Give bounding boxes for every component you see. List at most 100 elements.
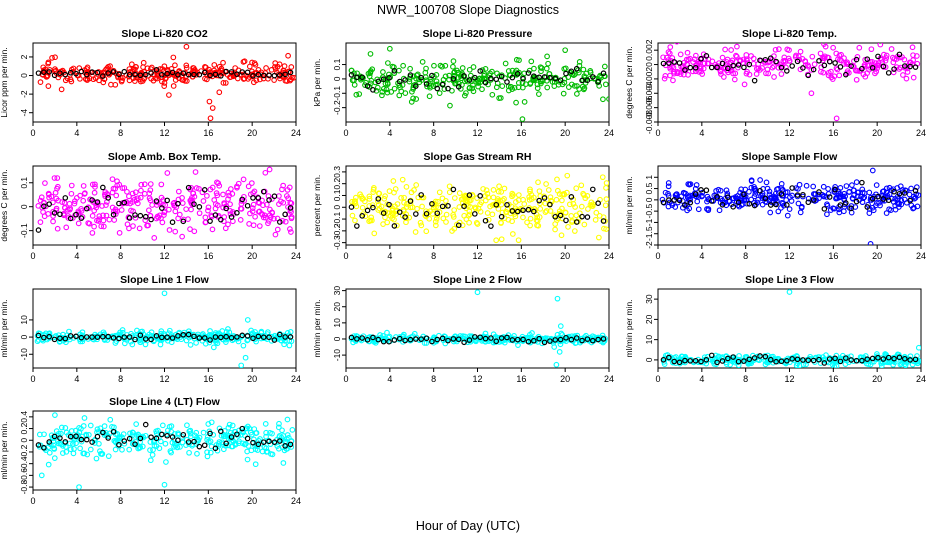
reference-point: [100, 184, 106, 191]
data-point: [126, 193, 132, 200]
reference-point: [525, 338, 532, 345]
data-point: [811, 61, 818, 68]
data-point: [888, 207, 894, 214]
data-point: [574, 83, 580, 89]
data-point: [908, 185, 914, 192]
x-tick-label: 16: [828, 251, 838, 261]
data-point: [513, 56, 520, 63]
reference-point: [912, 356, 919, 363]
x-tick-label: 12: [159, 374, 169, 384]
reference-point: [557, 77, 564, 83]
data-point: [163, 459, 169, 465]
data-point: [226, 192, 232, 199]
x-tick-label: 24: [916, 374, 926, 384]
data-point: [135, 445, 142, 452]
reference-point: [244, 333, 251, 339]
reference-point: [223, 205, 229, 212]
reference-point: [396, 78, 403, 85]
data-point: [250, 222, 257, 229]
data-point: [403, 219, 409, 226]
data-point: [72, 198, 78, 204]
reference-point: [837, 64, 844, 70]
reference-point: [789, 356, 795, 362]
data-point: [267, 214, 274, 221]
data-point: [667, 44, 674, 50]
data-point: [805, 62, 811, 69]
reference-point: [402, 337, 408, 344]
data-point: [244, 448, 250, 455]
data-point: [179, 233, 185, 240]
data-point: [666, 199, 673, 206]
reference-point: [207, 430, 213, 437]
data-point: [665, 180, 672, 186]
data-point: [534, 81, 541, 88]
reference-point: [159, 334, 165, 341]
reference-point: [132, 212, 138, 218]
reference-point: [821, 62, 828, 69]
outlier-point: [915, 344, 921, 351]
data-point: [661, 75, 668, 82]
x-tick-label: 24: [916, 128, 926, 138]
data-point: [400, 62, 406, 69]
data-point: [359, 204, 366, 211]
data-point: [67, 446, 74, 453]
data-point: [216, 441, 222, 447]
data-point: [104, 337, 111, 343]
data-point: [736, 353, 742, 359]
reference-point: [896, 354, 903, 361]
data-point: [80, 183, 87, 189]
data-point: [132, 189, 139, 196]
data-point: [483, 187, 490, 194]
reference-point: [142, 71, 149, 78]
data-point: [689, 192, 696, 199]
data-point: [451, 207, 458, 213]
reference-point: [67, 333, 74, 339]
data-point: [271, 215, 277, 222]
reference-point: [880, 356, 887, 362]
data-point: [35, 202, 42, 209]
data-point: [810, 183, 817, 190]
reference-point: [218, 216, 224, 223]
reference-point: [671, 197, 678, 203]
reference-point: [907, 357, 913, 363]
y-tick-label: -0.1: [332, 86, 342, 101]
data-point: [45, 190, 52, 197]
reference-point: [429, 72, 435, 79]
reference-point: [380, 76, 387, 82]
data-point: [836, 72, 843, 79]
reference-point: [180, 218, 187, 225]
reference-point: [287, 441, 294, 448]
data-point: [436, 189, 443, 196]
data-point: [778, 71, 785, 77]
reference-point: [789, 185, 795, 191]
reference-point: [121, 438, 128, 444]
data-point: [349, 198, 355, 205]
data-point: [266, 166, 273, 173]
reference-point: [239, 196, 246, 203]
data-point: [450, 63, 456, 70]
reference-point: [488, 223, 494, 229]
data-point: [51, 446, 58, 452]
data-point: [442, 203, 448, 210]
data-point: [265, 75, 271, 82]
data-point: [161, 208, 168, 215]
data-point: [105, 453, 112, 460]
data-point: [780, 58, 787, 64]
data-point: [91, 334, 98, 340]
data-point: [128, 61, 135, 68]
reference-point: [751, 355, 758, 361]
data-point: [183, 64, 190, 71]
data-point: [501, 196, 507, 202]
data-point: [841, 61, 847, 67]
data-point: [68, 428, 75, 434]
reference-point: [579, 77, 585, 84]
reference-point: [568, 68, 575, 75]
data-point: [384, 329, 390, 336]
data-point: [84, 64, 91, 71]
data-point: [105, 433, 112, 440]
reference-point: [832, 60, 838, 66]
data-point: [96, 213, 103, 219]
reference-point: [244, 69, 251, 76]
outlier-point: [161, 290, 168, 297]
data-point: [675, 356, 682, 363]
